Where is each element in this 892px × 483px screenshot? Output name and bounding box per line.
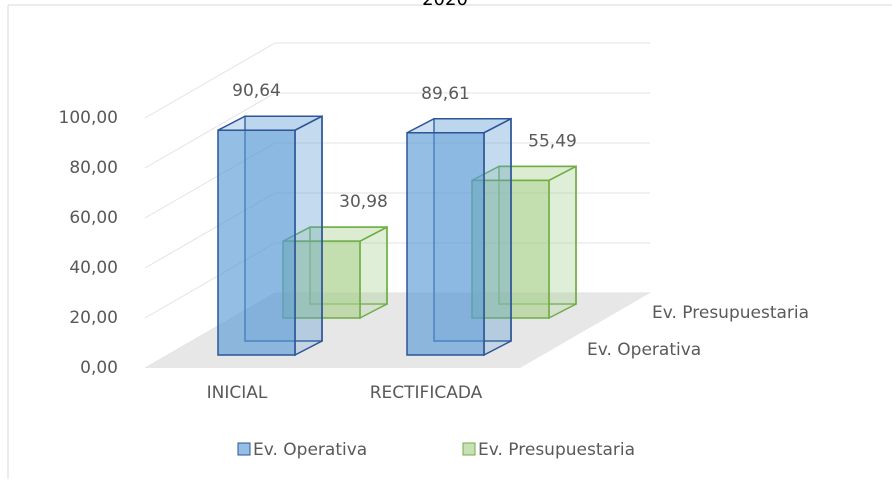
data-label: 55,49 [528,131,577,151]
data-label: 90,64 [232,81,281,101]
data-label: 30,98 [339,192,388,212]
depth-label: Ev. Presupuestaria [652,303,809,323]
y-tick-label: 60,00 [69,208,118,228]
bar [406,117,512,357]
legend-swatch [237,442,251,456]
y-tick-label: 40,00 [69,258,118,278]
bar [217,114,323,357]
grid-line [144,42,650,119]
y-tick-label: 80,00 [69,158,118,178]
bar-side [294,114,323,357]
depth-label: Ev. Operativa [587,340,701,360]
legend-label: Ev. Operativa [253,440,367,460]
y-tick-label: 100,00 [59,108,118,128]
legend-label: Ev. Presupuestaria [478,440,635,460]
y-tick-label: 0,00 [80,358,118,378]
x-tick-label: INICIAL [207,383,268,403]
bar-side [359,225,388,320]
grid-line [144,92,650,169]
x-tick-label: RECTIFICADA [370,383,483,403]
bar-side [483,117,512,357]
bar-side [548,165,577,320]
y-tick-label: 20,00 [69,308,118,328]
bar-front [406,132,485,356]
bar-front [217,129,296,356]
legend-swatch [462,442,476,456]
data-label: 89,61 [421,84,470,104]
chart-title: 2020 [422,0,468,10]
